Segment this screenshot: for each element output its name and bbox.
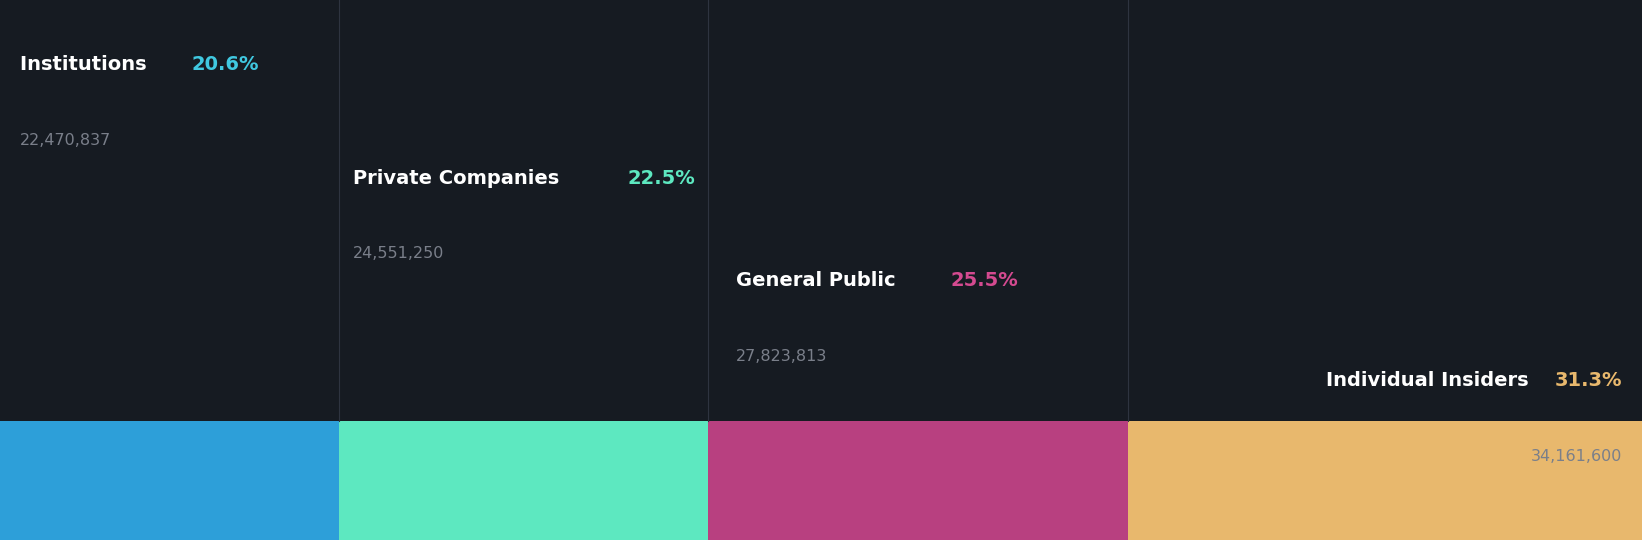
Text: 25.5%: 25.5% (951, 271, 1018, 291)
Text: 31.3%: 31.3% (1555, 371, 1622, 390)
Bar (0, 421, 338, 540)
Text: 20.6%: 20.6% (192, 55, 259, 75)
Text: General Public: General Public (736, 271, 901, 291)
Text: 24,551,250: 24,551,250 (353, 246, 445, 261)
Bar (708, 421, 1128, 540)
Text: 22,470,837: 22,470,837 (20, 133, 112, 148)
Text: 22.5%: 22.5% (627, 168, 696, 188)
Bar (338, 421, 708, 540)
Text: Private Companies: Private Companies (353, 168, 566, 188)
Text: 27,823,813: 27,823,813 (736, 349, 828, 364)
Text: Institutions: Institutions (20, 55, 153, 75)
Text: Individual Insiders: Individual Insiders (1325, 371, 1535, 390)
Text: 34,161,600: 34,161,600 (1530, 449, 1622, 464)
Bar (1128, 421, 1642, 540)
